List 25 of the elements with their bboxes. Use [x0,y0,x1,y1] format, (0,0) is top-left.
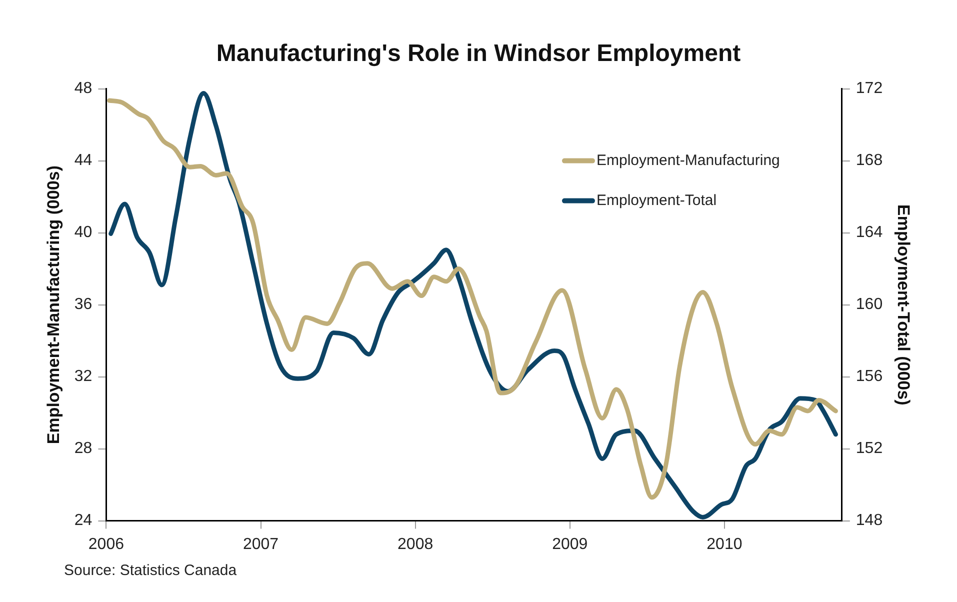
y-tick-label: 28 [74,440,92,458]
y2-tick-label: 164 [856,224,883,242]
chart-title: Manufacturing's Role in Windsor Employment [216,40,741,68]
legend-label: Employment-Manufacturing [596,152,780,169]
x-tick-label: 2007 [242,536,279,553]
y-axis-title: Employment-Manufacturing (000s) [44,165,63,444]
y2-tick-label: 160 [856,296,883,314]
y-tick-label: 24 [74,512,92,530]
legend-label: Employment-Total [596,192,717,209]
x-tick-label: 2009 [552,536,588,553]
x-tick-label: 2006 [88,536,124,553]
y-tick-label: 32 [74,368,92,386]
y2-tick-label: 172 [856,80,883,98]
x-tick-label: 2008 [398,536,434,553]
y2-tick-label: 156 [856,368,883,386]
y-tick-label: 40 [74,224,92,242]
y-tick-label: 36 [74,296,92,314]
y-tick-label: 44 [74,152,92,170]
x-tick-label: 2010 [706,536,742,553]
y2-tick-label: 152 [856,440,883,458]
source-note: Source: Statistics Canada [64,562,237,579]
y-tick-label: 48 [74,80,92,98]
y2-tick-label: 148 [856,512,883,530]
y2-tick-label: 168 [856,152,883,170]
y2-axis-title: Employment-Total (000s) [894,204,914,406]
